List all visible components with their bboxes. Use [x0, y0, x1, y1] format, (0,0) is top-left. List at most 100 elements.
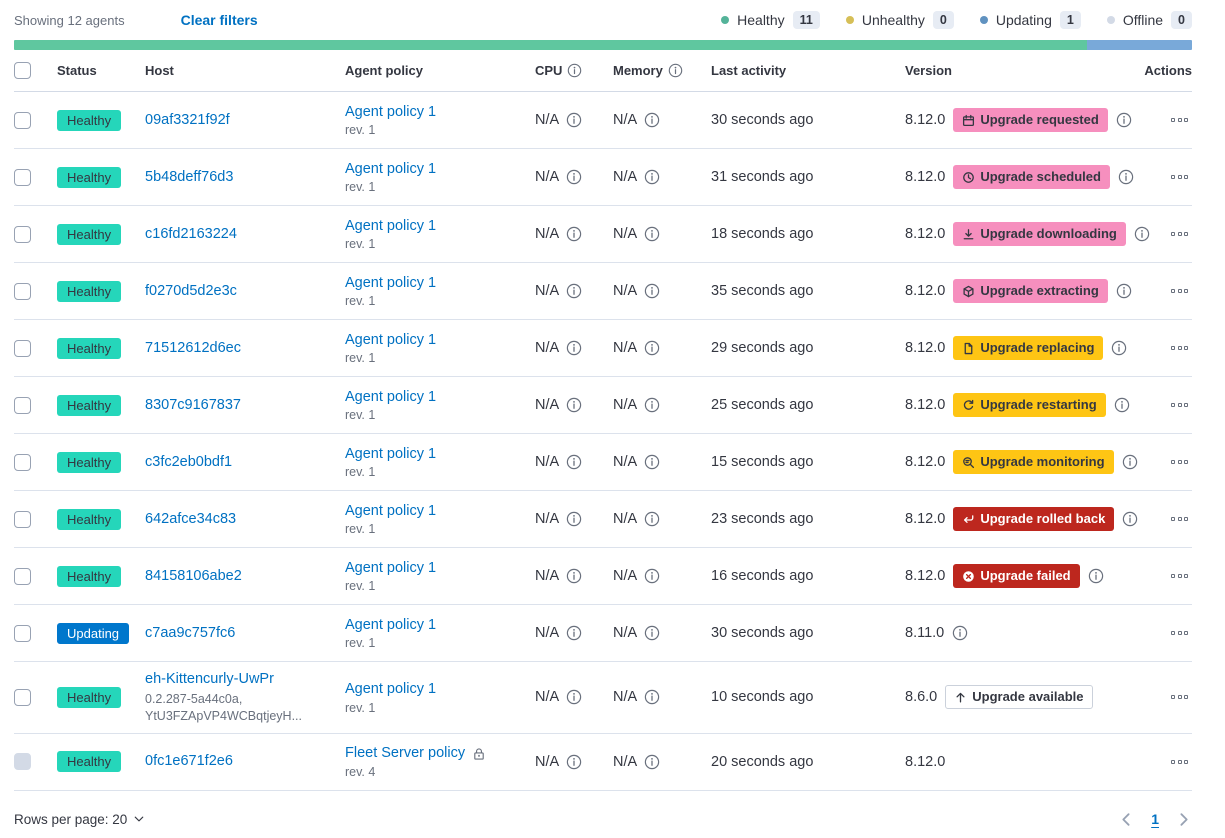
agent-health-bar — [14, 40, 1192, 50]
row-checkbox[interactable] — [14, 225, 31, 243]
info-icon[interactable] — [644, 568, 660, 584]
upgrade-badge: Upgrade scheduled — [953, 164, 1110, 190]
host-link[interactable]: 0fc1e671f2e6 — [145, 753, 233, 770]
info-icon[interactable] — [566, 689, 582, 705]
row-actions-button[interactable] — [1167, 228, 1192, 240]
row-checkbox[interactable] — [14, 339, 31, 357]
info-icon[interactable] — [566, 283, 582, 299]
column-header-policy[interactable]: Agent policy — [345, 63, 424, 78]
agent-policy-link[interactable]: Agent policy 1 — [345, 680, 437, 697]
info-icon[interactable] — [644, 454, 660, 470]
info-icon[interactable] — [644, 625, 660, 641]
host-link[interactable]: 71512612d6ec — [145, 339, 241, 356]
info-icon[interactable] — [566, 112, 582, 128]
agent-policy-link[interactable]: Agent policy 1 — [345, 274, 437, 291]
page-number-link[interactable]: 1 — [1151, 811, 1159, 828]
row-actions-button[interactable] — [1167, 456, 1192, 468]
row-actions-button[interactable] — [1167, 399, 1192, 411]
row-actions-button[interactable] — [1167, 513, 1192, 525]
agent-policy-link[interactable]: Agent policy 1 — [345, 445, 437, 462]
info-icon[interactable] — [566, 754, 582, 770]
row-checkbox[interactable] — [14, 111, 31, 129]
agent-policy-link[interactable]: Agent policy 1 — [345, 559, 437, 576]
info-icon[interactable] — [566, 568, 582, 584]
info-icon[interactable] — [644, 754, 660, 770]
info-icon[interactable] — [952, 625, 968, 641]
info-icon[interactable] — [1122, 454, 1138, 470]
column-header-host[interactable]: Host — [145, 63, 174, 78]
row-actions-button[interactable] — [1167, 114, 1192, 126]
previous-page-button[interactable] — [1118, 811, 1135, 828]
column-header-memory[interactable]: Memory — [613, 63, 711, 78]
row-actions-button[interactable] — [1167, 570, 1192, 582]
agent-policy-link[interactable]: Agent policy 1 — [345, 331, 437, 348]
info-icon[interactable] — [644, 283, 660, 299]
row-checkbox[interactable] — [14, 168, 31, 186]
row-actions-button[interactable] — [1167, 171, 1192, 183]
agent-policy-link[interactable]: Agent policy 1 — [345, 160, 437, 177]
info-icon[interactable] — [644, 169, 660, 185]
agent-policy-link[interactable]: Agent policy 1 — [345, 103, 437, 120]
table-row: Healthy 71512612d6ec Agent policy 1 rev.… — [14, 320, 1192, 377]
info-icon[interactable] — [644, 689, 660, 705]
host-link[interactable]: 642afce34c83 — [145, 510, 237, 527]
info-icon[interactable] — [566, 226, 582, 242]
column-header-status[interactable]: Status — [57, 63, 97, 78]
info-icon[interactable] — [644, 226, 660, 242]
info-icon[interactable] — [1122, 511, 1138, 527]
info-icon[interactable] — [644, 340, 660, 356]
info-icon[interactable] — [566, 397, 582, 413]
info-icon[interactable] — [566, 511, 582, 527]
info-icon[interactable] — [644, 112, 660, 128]
row-actions-button[interactable] — [1167, 691, 1192, 703]
row-actions-button[interactable] — [1167, 756, 1192, 768]
row-actions-button[interactable] — [1167, 342, 1192, 354]
info-icon[interactable] — [567, 63, 582, 78]
agent-policy-link[interactable]: Agent policy 1 — [345, 502, 437, 519]
host-link[interactable]: eh-Kittencurly-UwPr — [145, 671, 274, 687]
host-link[interactable]: c3fc2eb0bdf1 — [145, 453, 233, 470]
row-checkbox[interactable] — [14, 624, 31, 642]
host-link[interactable]: f0270d5d2e3c — [145, 282, 237, 299]
host-link[interactable]: c16fd2163224 — [145, 225, 237, 242]
row-checkbox[interactable] — [14, 688, 31, 706]
column-header-last-activity[interactable]: Last activity — [711, 63, 787, 78]
agent-policy-link[interactable]: Agent policy 1 — [345, 616, 437, 633]
info-icon[interactable] — [1134, 226, 1150, 242]
info-icon[interactable] — [566, 169, 582, 185]
info-icon[interactable] — [1111, 340, 1127, 356]
rows-per-page-button[interactable]: Rows per page: 20 — [14, 812, 145, 827]
host-link[interactable]: c7aa9c757fc6 — [145, 624, 236, 641]
host-link[interactable]: 8307c9167837 — [145, 396, 241, 413]
row-checkbox[interactable] — [14, 567, 31, 585]
row-actions-button[interactable] — [1167, 627, 1192, 639]
column-header-version[interactable]: Version — [905, 63, 952, 78]
info-icon[interactable] — [644, 511, 660, 527]
info-icon[interactable] — [1116, 283, 1132, 299]
agent-policy-link[interactable]: Agent policy 1 — [345, 388, 437, 405]
row-actions-button[interactable] — [1167, 285, 1192, 297]
info-icon[interactable] — [1088, 568, 1104, 584]
info-icon[interactable] — [1114, 397, 1130, 413]
info-icon[interactable] — [1118, 169, 1134, 185]
host-link[interactable]: 84158106abe2 — [145, 567, 242, 584]
select-all-checkbox[interactable] — [14, 62, 31, 79]
agent-policy-link[interactable]: Fleet Server policy — [345, 745, 466, 762]
clear-filters-link[interactable]: Clear filters — [180, 12, 258, 28]
host-link[interactable]: 5b48deff76d3 — [145, 168, 234, 185]
info-icon[interactable] — [566, 340, 582, 356]
next-page-button[interactable] — [1175, 811, 1192, 828]
row-checkbox[interactable] — [14, 282, 31, 300]
row-checkbox[interactable] — [14, 396, 31, 414]
info-icon[interactable] — [566, 454, 582, 470]
info-icon[interactable] — [644, 397, 660, 413]
row-checkbox[interactable] — [14, 453, 31, 471]
info-icon[interactable] — [668, 63, 683, 78]
status-dot-icon — [721, 16, 730, 24]
agent-policy-link[interactable]: Agent policy 1 — [345, 217, 437, 234]
row-checkbox[interactable] — [14, 510, 31, 528]
info-icon[interactable] — [566, 625, 582, 641]
host-link[interactable]: 09af3321f92f — [145, 111, 230, 128]
info-icon[interactable] — [1116, 112, 1132, 128]
column-header-cpu[interactable]: CPU — [535, 63, 613, 78]
